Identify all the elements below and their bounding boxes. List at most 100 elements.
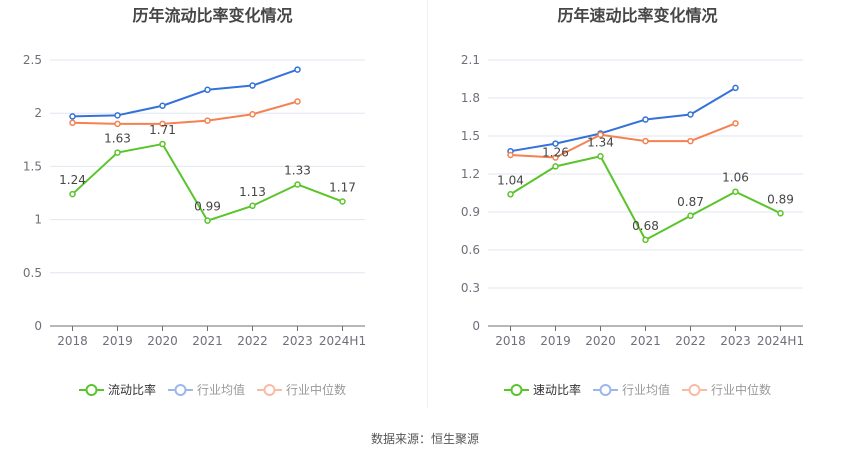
legend-label: 行业均值: [196, 383, 245, 397]
data-point[interactable]: [69, 113, 76, 120]
x-tick-label: 2020: [147, 334, 178, 348]
legend: 速动比率 行业均值 行业中位数: [425, 381, 850, 398]
data-label: 0.68: [632, 219, 659, 233]
data-point[interactable]: [687, 111, 694, 118]
series-line: [72, 100, 298, 125]
quick-ratio-chart-panel: 历年速动比率变化情况 0 0.3 0.6 0.9 1.2 1.5 1.8 2.1 2018 201…: [425, 0, 850, 410]
x-tick-label: 2020: [585, 334, 616, 348]
data-label: 1.17: [329, 181, 356, 195]
y-tick-label: 1: [34, 213, 42, 227]
legend-item[interactable]: 行业中位数: [257, 381, 346, 398]
x-tick-label: 2019: [102, 334, 133, 348]
data-label: 1.33: [284, 163, 311, 177]
y-tick-label: 2.5: [23, 53, 42, 67]
data-label: 1.63: [104, 132, 131, 146]
y-tick-label: 0: [472, 319, 480, 333]
data-point[interactable]: [159, 140, 166, 148]
data-point[interactable]: [732, 120, 739, 127]
data-point[interactable]: [777, 210, 784, 217]
legend-item[interactable]: 流动比率: [78, 381, 156, 398]
data-point[interactable]: [507, 151, 514, 159]
data-point[interactable]: [159, 102, 166, 110]
series-line: [510, 122, 736, 159]
legend-label: 行业中位数: [711, 383, 772, 397]
data-point[interactable]: [642, 116, 649, 123]
data-point[interactable]: [114, 112, 121, 119]
quick-ratio-plot: 0 0.3 0.6 0.9 1.2 1.5 1.8 2.1 2018 2019 2020 2021 20…: [461, 53, 804, 348]
data-point[interactable]: [687, 212, 694, 220]
x-tick-label: 2023: [720, 334, 751, 348]
legend-label: 流动比率: [107, 383, 156, 397]
data-point[interactable]: [552, 140, 559, 147]
x-tick-label: 2018: [57, 334, 88, 348]
series-line: [72, 68, 298, 118]
data-point[interactable]: [552, 163, 559, 170]
chart-title: 历年流动比率变化情况: [132, 6, 293, 25]
data-label: 0.89: [767, 192, 794, 206]
data-point[interactable]: [732, 84, 739, 92]
data-point[interactable]: [249, 202, 256, 210]
x-tick-label: 2019: [540, 334, 571, 348]
x-tick-label: 2021: [630, 334, 661, 348]
data-point[interactable]: [597, 131, 604, 138]
legend-line-circle-icon: [592, 383, 618, 396]
x-tick-label: 2021: [192, 334, 223, 348]
data-point[interactable]: [687, 137, 694, 145]
data-point[interactable]: [294, 181, 301, 188]
data-label: 0.99: [194, 200, 221, 214]
data-point[interactable]: [507, 191, 514, 198]
data-point[interactable]: [339, 198, 346, 205]
legend-item[interactable]: 行业均值: [167, 381, 245, 398]
data-point[interactable]: [204, 86, 211, 94]
y-tick-label: 0.3: [461, 281, 480, 295]
data-label: 1.71: [149, 123, 176, 137]
data-point[interactable]: [69, 190, 76, 198]
y-tick-label: 2: [34, 106, 42, 120]
y-tick-label: 0.9: [461, 205, 480, 219]
y-tick-label: 0.6: [461, 243, 480, 257]
data-point[interactable]: [114, 120, 121, 128]
current-ratio-chart-panel: 历年流动比率变化情况 0 0.5 1 1.5 2 2.5 2018 2019 2020 2021 2…: [0, 0, 425, 410]
legend-line-circle-icon: [682, 383, 707, 396]
y-tick-label: 0.5: [23, 266, 42, 280]
legend-line-circle-icon: [78, 383, 104, 396]
data-point[interactable]: [114, 149, 121, 156]
data-point[interactable]: [732, 188, 739, 195]
legend-label: 速动比率: [532, 383, 581, 397]
data-point[interactable]: [294, 66, 301, 73]
series-line: [510, 87, 737, 153]
divider: [427, 0, 428, 408]
legend-item[interactable]: 速动比率: [503, 381, 581, 398]
data-point[interactable]: [159, 120, 166, 128]
x-tick-label: 2024H1: [319, 334, 366, 348]
data-point[interactable]: [249, 111, 256, 118]
y-tick-label: 1.5: [23, 159, 42, 173]
legend-line-circle-icon: [503, 383, 529, 396]
data-point[interactable]: [552, 154, 559, 161]
data-label: 1.04: [497, 173, 524, 187]
x-tick-label: 2023: [282, 334, 313, 348]
data-point[interactable]: [642, 236, 649, 244]
legend-item[interactable]: 行业中位数: [682, 381, 771, 398]
data-point[interactable]: [69, 119, 76, 127]
current-ratio-plot: 0 0.5 1 1.5 2 2.5 2018 2019 2020 2021 2022 2023 2024…: [23, 53, 366, 348]
data-source-note: 数据来源：恒生聚源: [370, 432, 479, 446]
legend: 流动比率 行业均值 行业中位数: [0, 381, 425, 398]
legend-line-circle-icon: [257, 383, 282, 396]
legend-line-circle-icon: [167, 383, 193, 396]
data-label: 1.26: [542, 145, 569, 159]
y-tick-label: 1.5: [461, 129, 480, 143]
data-point[interactable]: [642, 137, 649, 145]
y-tick-label: 1.2: [461, 167, 480, 181]
data-point[interactable]: [204, 117, 211, 124]
chart-title: 历年速动比率变化情况: [557, 6, 718, 25]
data-point[interactable]: [294, 98, 301, 105]
data-point[interactable]: [597, 153, 604, 160]
legend-label: 行业中位数: [286, 383, 347, 397]
y-tick-label: 2.1: [461, 53, 480, 67]
data-point[interactable]: [204, 217, 211, 224]
data-label: 1.34: [587, 135, 614, 149]
data-label: 0.87: [677, 195, 704, 209]
legend-item[interactable]: 行业均值: [592, 381, 670, 398]
data-point[interactable]: [249, 82, 256, 89]
